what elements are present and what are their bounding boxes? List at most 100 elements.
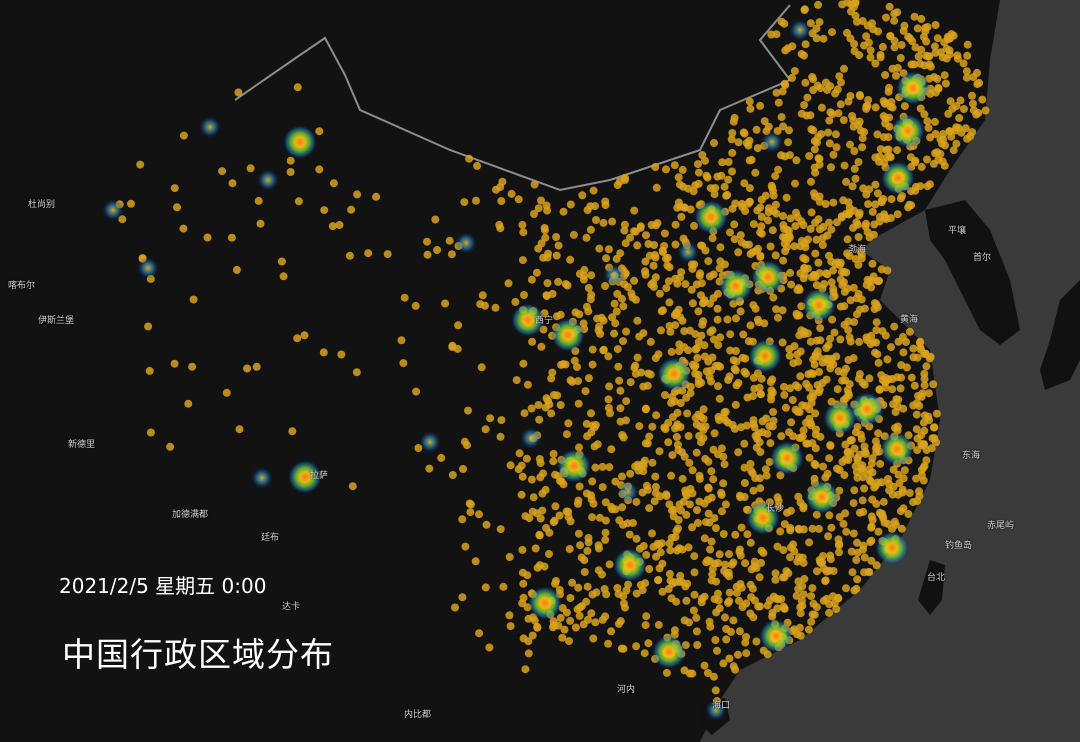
location-dot [630,227,638,236]
location-dot [778,87,787,96]
location-dot [651,253,660,262]
location-dot [899,26,908,35]
location-dot [228,179,237,188]
location-dot [905,489,914,497]
location-dot [910,12,919,21]
location-dot [978,95,987,104]
location-dot [785,151,794,160]
location-dot [661,425,670,434]
location-dot [512,376,521,385]
location-dot [785,351,794,360]
location-dot [605,382,614,391]
location-dot [792,156,801,165]
location-dot [731,400,740,409]
location-dot [620,220,629,229]
location-dot [411,301,420,310]
location-dot [819,222,828,231]
city-heat-spot [770,441,804,475]
location-dot [222,388,231,397]
location-dot [812,235,821,244]
location-dot [968,128,977,137]
location-dot [604,395,613,404]
location-dot [523,571,532,580]
location-dot [837,78,845,87]
location-dot [807,421,816,430]
city-heat-spot [283,125,317,159]
city-heat-spot [802,288,836,322]
location-dot [952,123,961,132]
location-dot [700,592,709,601]
location-dot [505,553,514,561]
location-dot [612,254,621,263]
location-dot [726,330,735,339]
location-dot [445,236,454,245]
location-dot [862,102,871,111]
location-dot [578,191,587,200]
location-dot [846,140,854,149]
location-dot [788,42,797,51]
location-dot [698,241,707,250]
location-dot [475,510,483,519]
location-dot [594,541,603,550]
location-dot [814,154,823,163]
location-dot [787,418,796,427]
location-dot [568,578,577,587]
location-dot [235,425,244,434]
location-dot [520,409,529,418]
location-dot [955,114,964,122]
location-dot [866,53,875,62]
location-dot [674,173,683,182]
location-dot [707,366,716,375]
location-dot [564,512,573,521]
location-dot [170,184,179,193]
location-dot [822,344,831,352]
location-dot [869,25,878,34]
location-dot [619,302,628,311]
location-dot [842,364,850,373]
location-dot [872,318,881,327]
location-dot [896,194,905,203]
location-dot [686,205,695,214]
location-dot [818,241,827,249]
location-dot [808,439,817,448]
location-dot [535,531,544,540]
location-dot [840,64,848,73]
location-dot [772,30,781,39]
location-dot [320,206,329,215]
location-dot [745,198,754,206]
location-dot [688,523,697,532]
location-dot [747,565,756,574]
location-dot [188,362,197,371]
location-dot [797,109,806,118]
location-dot [353,190,362,199]
location-dot [925,52,934,61]
city-heat-spot [511,303,545,337]
location-dot [851,428,860,437]
location-dot [740,179,749,188]
heat-layer [102,19,930,721]
location-dot [709,445,718,454]
location-dot [447,250,456,259]
location-dot [844,356,853,364]
location-dot [938,53,947,62]
location-dot [690,552,699,561]
location-dot [601,282,610,290]
location-dot [731,347,740,355]
location-dot [559,480,568,489]
location-dot [593,314,602,323]
location-dot [916,343,925,352]
location-dot [791,222,800,231]
location-dot [570,356,579,365]
location-dot [814,0,823,9]
location-dot [722,191,731,200]
location-dot [767,395,776,404]
location-dot [589,186,598,195]
location-dot [626,469,635,478]
location-dot [850,444,859,453]
location-dot [941,79,950,88]
location-dot [658,248,667,257]
location-dot [756,484,765,493]
location-dot [930,117,939,126]
